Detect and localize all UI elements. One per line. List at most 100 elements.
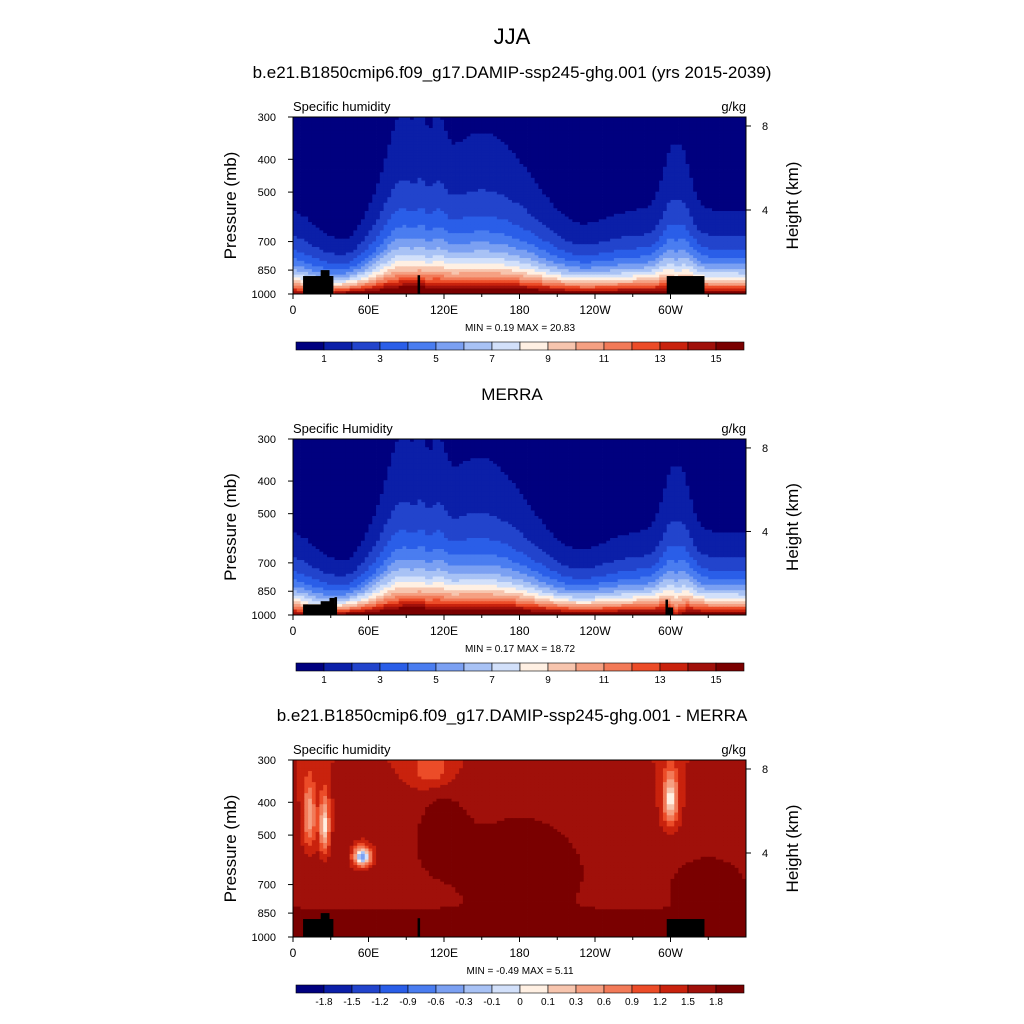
field-cell: [300, 133, 305, 137]
field-cell: [334, 172, 339, 176]
field-cell: [613, 180, 619, 184]
field-cell: [425, 180, 430, 184]
field-cell: [383, 222, 388, 226]
field-cell: [515, 211, 520, 215]
field-cell: [591, 224, 596, 229]
field-cell: [651, 202, 656, 206]
field-cell: [481, 222, 486, 226]
field-cell: [511, 117, 517, 121]
field-cell: [674, 180, 679, 184]
field-cell: [515, 177, 520, 182]
field-cell: [342, 205, 347, 209]
field-cell: [353, 191, 358, 195]
field-cell: [742, 122, 747, 126]
field-cell: [625, 150, 630, 154]
field-cell: [485, 172, 490, 176]
field-cell: [387, 202, 392, 206]
field-cell: [330, 224, 335, 229]
field-cell: [595, 211, 600, 215]
field-cell: [700, 147, 705, 151]
field-cell: [383, 183, 388, 187]
field-cell: [391, 194, 396, 198]
field-cell: [376, 213, 381, 217]
field-cell: [493, 158, 498, 162]
field-cell: [319, 133, 324, 137]
field-cell: [410, 141, 415, 146]
field-cell: [515, 144, 520, 148]
field-cell: [451, 216, 456, 220]
field-cell: [444, 158, 449, 162]
field-cell: [326, 205, 332, 209]
field-cell: [734, 208, 739, 212]
field-cell: [432, 186, 437, 190]
field-cell: [387, 117, 392, 121]
field-cell: [459, 224, 464, 229]
field-cell: [561, 161, 566, 165]
field-cell: [342, 130, 347, 134]
field-cell: [715, 128, 720, 132]
field-cell: [640, 202, 645, 206]
field-cell: [436, 169, 441, 173]
field-cell: [640, 119, 645, 123]
field-cell: [591, 152, 596, 157]
field-cell: [689, 197, 694, 201]
field-cell: [595, 136, 600, 140]
field-cell: [413, 205, 418, 209]
field-cell: [561, 183, 566, 187]
field-cell: [678, 136, 683, 140]
field-cell: [579, 128, 585, 132]
field-cell: [583, 175, 588, 179]
field-cell: [598, 161, 603, 165]
field-cell: [583, 227, 588, 231]
field-cell: [606, 202, 611, 206]
field-cell: [617, 177, 622, 182]
field-cell: [330, 208, 335, 212]
field-cell: [681, 155, 686, 159]
field-cell: [549, 130, 554, 134]
field-cell: [425, 133, 430, 137]
field-cell: [315, 122, 320, 126]
field-cell: [591, 213, 596, 217]
field-cell: [719, 117, 724, 121]
field-cell: [674, 222, 679, 226]
field-cell: [651, 150, 656, 154]
field-cell: [617, 194, 622, 198]
field-cell: [564, 144, 569, 148]
field-cell: [364, 219, 369, 223]
field-cell: [496, 141, 502, 146]
field-cell: [308, 186, 313, 190]
field-cell: [693, 164, 698, 168]
field-cell: [519, 161, 524, 165]
field-cell: [360, 202, 366, 206]
field-cell: [455, 122, 460, 126]
field-cell: [315, 128, 320, 132]
field-cell: [462, 166, 468, 170]
field-cell: [564, 150, 569, 154]
field-cell: [300, 180, 305, 184]
field-cell: [413, 158, 418, 162]
field-cell: [342, 211, 347, 215]
field-cell: [591, 147, 596, 151]
field-cell: [587, 136, 592, 140]
field-cell: [334, 150, 339, 154]
field-cell: [606, 227, 611, 231]
field-cell: [398, 150, 403, 154]
field-cell: [610, 194, 615, 198]
field-cell: [466, 150, 471, 154]
field-cell: [655, 191, 660, 195]
field-cell: [406, 191, 411, 195]
field-cell: [477, 166, 483, 170]
field-cell: [640, 199, 645, 204]
field-cell: [742, 152, 747, 157]
field-cell: [542, 224, 547, 229]
field-cell: [610, 211, 615, 215]
field-cell: [311, 224, 317, 229]
field-cell: [628, 224, 634, 229]
field-cell: [674, 186, 679, 190]
field-cell: [693, 152, 698, 157]
field-cell: [364, 180, 369, 184]
field-cell: [700, 219, 705, 223]
field-cell: [730, 119, 736, 123]
field-cell: [444, 155, 449, 159]
field-cell: [742, 183, 747, 187]
